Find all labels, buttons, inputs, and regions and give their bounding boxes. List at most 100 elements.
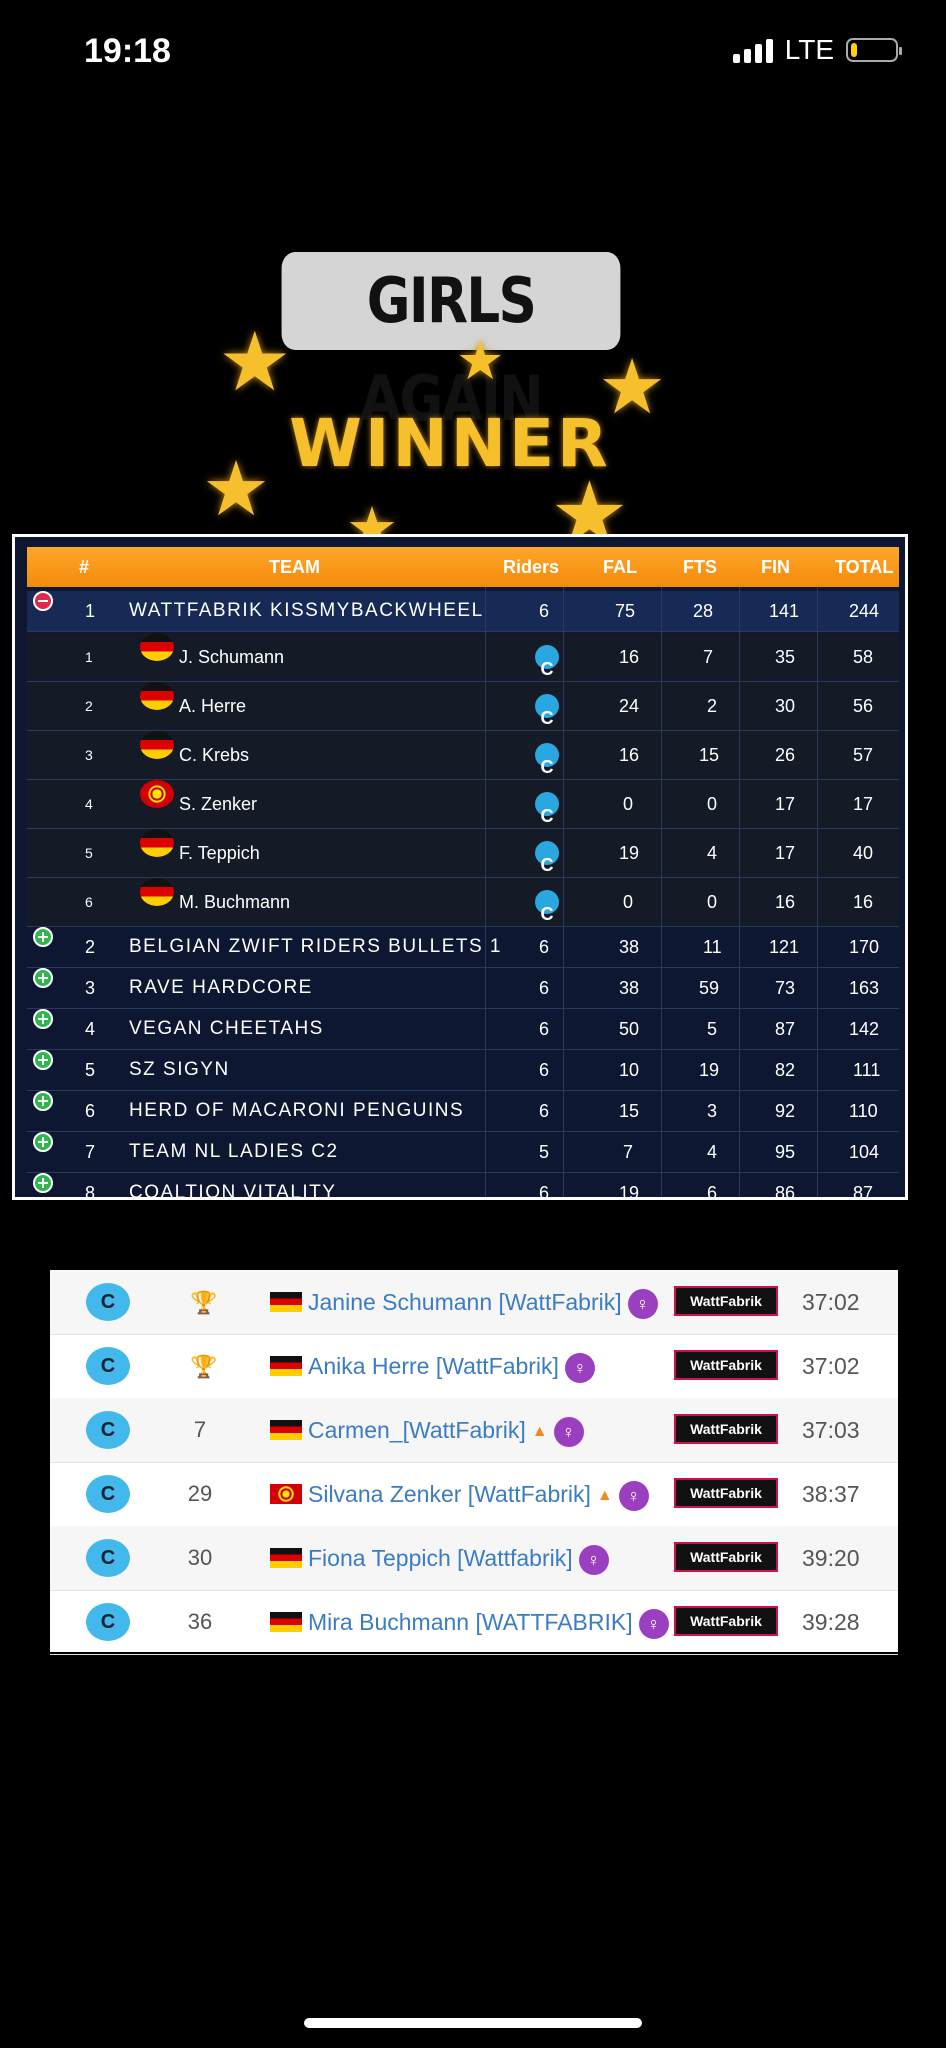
header-fts[interactable]: FTS <box>683 557 717 577</box>
rider-name[interactable]: C. Krebs <box>179 745 250 765</box>
rider-total: 17 <box>853 794 874 814</box>
rider-row: 4 S. Zenker C 0 0 17 17 <box>27 780 899 829</box>
female-icon: ♀ <box>578 1544 609 1575</box>
category-c-icon: C <box>535 645 559 679</box>
result-row[interactable]: C 7 Carmen_[WattFabrik] ▲ ♀ WattFabrik 37:… <box>50 1398 898 1463</box>
rider-name[interactable]: M. Buchmann <box>179 892 291 912</box>
team-fal: 10 <box>619 1060 640 1080</box>
rider-name[interactable]: F. Teppich <box>179 843 260 863</box>
rider-link[interactable]: Carmen_[WattFabrik] ▲ ♀ <box>308 1398 584 1464</box>
rider-name[interactable]: J. Schumann <box>179 647 285 667</box>
team-fin: 82 <box>775 1060 796 1080</box>
team-row[interactable]: 2 BELGIAN ZWIFT RIDERS BULLETS 1 6 38 11… <box>27 927 899 968</box>
team-fts: 4 <box>707 1142 718 1162</box>
team-riders: 6 <box>539 1101 550 1121</box>
home-indicator[interactable] <box>304 2018 642 2028</box>
rider-name[interactable]: Fiona Teppich [Wattfabrik] <box>308 1545 573 1571</box>
header-fal[interactable]: FAL <box>603 557 637 577</box>
rider-fal: 0 <box>623 794 634 814</box>
expand-icon[interactable] <box>33 1050 53 1070</box>
rider-name[interactable]: Carmen_[WattFabrik] <box>308 1417 526 1443</box>
team-fts: 5 <box>707 1019 718 1039</box>
rider-link[interactable]: Anika Herre [WattFabrik] ♀ <box>308 1334 595 1398</box>
team-row-expanded[interactable]: 1 WATTFABRIK KISSMYBACKWHEEL 6 75 28 141… <box>27 591 899 632</box>
rider-name[interactable]: S. Zenker <box>179 794 258 814</box>
team-badge[interactable]: WattFabrik <box>674 1286 778 1316</box>
team-rank: 1 <box>85 601 96 621</box>
rider-fts: 2 <box>707 696 718 716</box>
winner-sticker: WINNER <box>289 405 611 482</box>
header-riders[interactable]: Riders <box>503 557 560 577</box>
team-row[interactable]: 6 HERD OF MACARONI PENGUINS 6 15 3 92 11… <box>27 1091 899 1132</box>
rider-total: 57 <box>853 745 874 765</box>
team-riders: 6 <box>539 937 550 957</box>
rider-link[interactable]: Mira Buchmann [WATTFABRIK] ♀ <box>308 1590 669 1654</box>
germany-flag-icon <box>270 1356 302 1376</box>
expand-icon[interactable] <box>33 927 53 947</box>
rider-fin: 30 <box>775 696 796 716</box>
rider-pos: 6 <box>85 894 93 910</box>
collapse-icon[interactable] <box>33 591 53 611</box>
team-fal: 15 <box>619 1101 640 1121</box>
rider-name[interactable]: Silvana Zenker [WattFabrik] <box>308 1481 591 1507</box>
status-time: 19:18 <box>84 32 171 70</box>
rider-name[interactable]: Janine Schumann [WattFabrik] <box>308 1289 622 1315</box>
result-row[interactable]: C 🏆 Anika Herre [WattFabrik] ♀ WattFabrik… <box>50 1334 898 1399</box>
result-row[interactable]: C 🏆 Janine Schumann [WattFabrik] ♀ WattFa… <box>50 1270 898 1335</box>
expand-icon[interactable] <box>33 1091 53 1111</box>
rider-name[interactable]: Mira Buchmann [WATTFABRIK] <box>308 1609 633 1635</box>
rider-link[interactable]: Fiona Teppich [Wattfabrik] ♀ <box>308 1526 609 1590</box>
team-rank: 8 <box>85 1183 96 1200</box>
team-row[interactable]: 3 RAVE HARDCORE 6 38 59 73 163 <box>27 968 899 1009</box>
rider-link[interactable]: Silvana Zenker [WattFabrik] ▲ ♀ <box>308 1462 649 1528</box>
team-row[interactable]: 7 TEAM NL LADIES C2 5 7 4 95 104 <box>27 1132 899 1173</box>
header-total[interactable]: TOTAL <box>835 557 894 577</box>
expand-icon[interactable] <box>33 1132 53 1152</box>
rider-total: 56 <box>853 696 874 716</box>
category-c-icon: C <box>535 743 559 777</box>
rider-link[interactable]: Janine Schumann [WattFabrik] ♀ <box>308 1270 658 1334</box>
bronze-trophy-icon: 🏆 <box>190 1354 218 1379</box>
rider-name[interactable]: Anika Herre [WattFabrik] <box>308 1353 559 1379</box>
header-rank[interactable]: # <box>79 557 90 577</box>
rider-row: 3 C. Krebs C 16 15 26 57 <box>27 731 899 780</box>
team-total: 104 <box>849 1142 880 1162</box>
expand-icon[interactable] <box>33 968 53 988</box>
column-divider <box>563 587 564 1197</box>
team-badge[interactable]: WattFabrik <box>674 1542 778 1572</box>
expand-icon[interactable] <box>33 1009 53 1029</box>
header-fin[interactable]: FIN <box>761 557 790 577</box>
network-type: LTE <box>784 34 834 65</box>
team-badge[interactable]: WattFabrik <box>674 1478 778 1508</box>
germany-flag-icon <box>140 633 174 661</box>
team-fin: 95 <box>775 1142 796 1162</box>
expand-icon[interactable] <box>33 1173 53 1193</box>
column-divider <box>485 587 486 1197</box>
team-badge[interactable]: WattFabrik <box>674 1606 778 1636</box>
girls-again-sticker: GIRLS AGAIN <box>281 252 621 435</box>
rider-total: 16 <box>853 892 874 912</box>
team-row[interactable]: 4 VEGAN CHEETAHS 6 50 5 87 142 <box>27 1009 899 1050</box>
signal-icon <box>732 37 773 63</box>
team-badge[interactable]: WattFabrik <box>674 1414 778 1444</box>
category-c-icon: C <box>86 1603 130 1641</box>
category-c-icon: C <box>535 694 559 728</box>
rider-fts: 0 <box>707 794 718 814</box>
rider-fal: 16 <box>619 647 640 667</box>
category-c-icon: C <box>535 890 559 924</box>
rider-name[interactable]: A. Herre <box>179 696 247 716</box>
star-icon: ★ <box>218 317 292 408</box>
header-team[interactable]: TEAM <box>269 557 320 577</box>
team-row[interactable]: 8 COALTION VITALITY 6 19 6 86 87 <box>27 1173 899 1200</box>
team-fin: 86 <box>775 1183 796 1200</box>
team-badge[interactable]: WattFabrik <box>674 1350 778 1380</box>
team-fal: 50 <box>619 1019 640 1039</box>
finish-time: 39:20 <box>802 1545 860 1571</box>
team-row[interactable]: 5 SZ SIGYN 6 10 19 82 111 <box>27 1050 899 1091</box>
result-row[interactable]: C 36 Mira Buchmann [WATTFABRIK] ♀ WattFab… <box>50 1590 898 1655</box>
column-divider <box>739 587 740 1197</box>
result-row[interactable]: C 30 Fiona Teppich [Wattfabrik] ♀ WattFab… <box>50 1526 898 1591</box>
female-icon: ♀ <box>627 1288 658 1319</box>
germany-flag-icon <box>140 829 174 857</box>
result-row[interactable]: C 29 Silvana Zenker [WattFabrik] ▲ ♀ WattF… <box>50 1462 898 1527</box>
